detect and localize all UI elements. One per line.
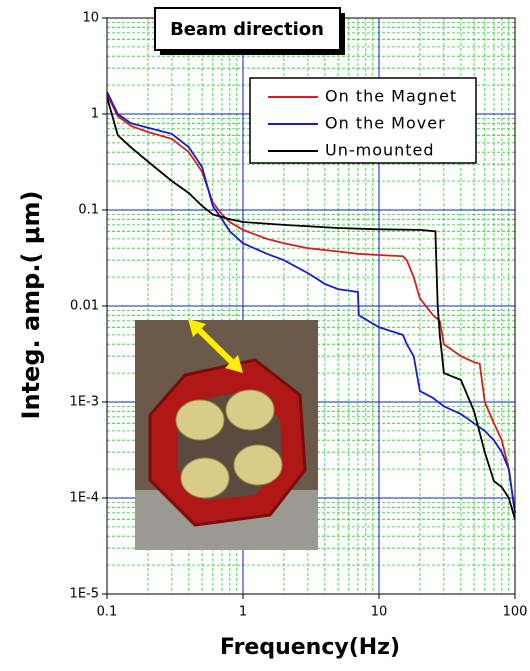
legend-label: On the Mover (325, 114, 446, 133)
legend: On the Magnet On the Mover Un-mounted (268, 87, 457, 160)
x-axis-label: Frequency(Hz) (220, 635, 400, 660)
legend-box (249, 77, 477, 164)
x-tick-label: 100 (503, 605, 528, 620)
legend-label: On the Magnet (325, 87, 457, 106)
y-axis-label: Integ. amp.( μm) (17, 191, 45, 420)
y-tick-label: 1 (91, 107, 99, 122)
y-tick-label: 1E-5 (70, 587, 99, 602)
legend-label: Un-mounted (325, 141, 435, 160)
series-line (106, 91, 516, 514)
coil (175, 399, 225, 441)
series-line (106, 93, 516, 514)
y-tick-label: 0.1 (78, 203, 99, 218)
y-tick-label: 1E-4 (70, 491, 99, 506)
arrow-head (225, 355, 243, 373)
arrow-head (188, 319, 206, 337)
coil (180, 457, 230, 499)
x-tick-label: 0.1 (97, 605, 118, 620)
chart-title: Beam direction (170, 19, 324, 40)
coil (233, 444, 283, 486)
y-tick-label: 10 (82, 11, 99, 26)
direction-arrow (192, 323, 239, 369)
x-tick-label: 10 (371, 605, 388, 620)
x-tick-label: 1 (239, 605, 247, 620)
series-lines (106, 91, 516, 520)
coil (225, 389, 275, 431)
title-box (154, 7, 341, 51)
y-tick-label: 0.01 (70, 299, 99, 314)
series-line (106, 96, 516, 520)
y-tick-label: 1E-3 (70, 395, 99, 410)
inset-photo (135, 319, 318, 550)
